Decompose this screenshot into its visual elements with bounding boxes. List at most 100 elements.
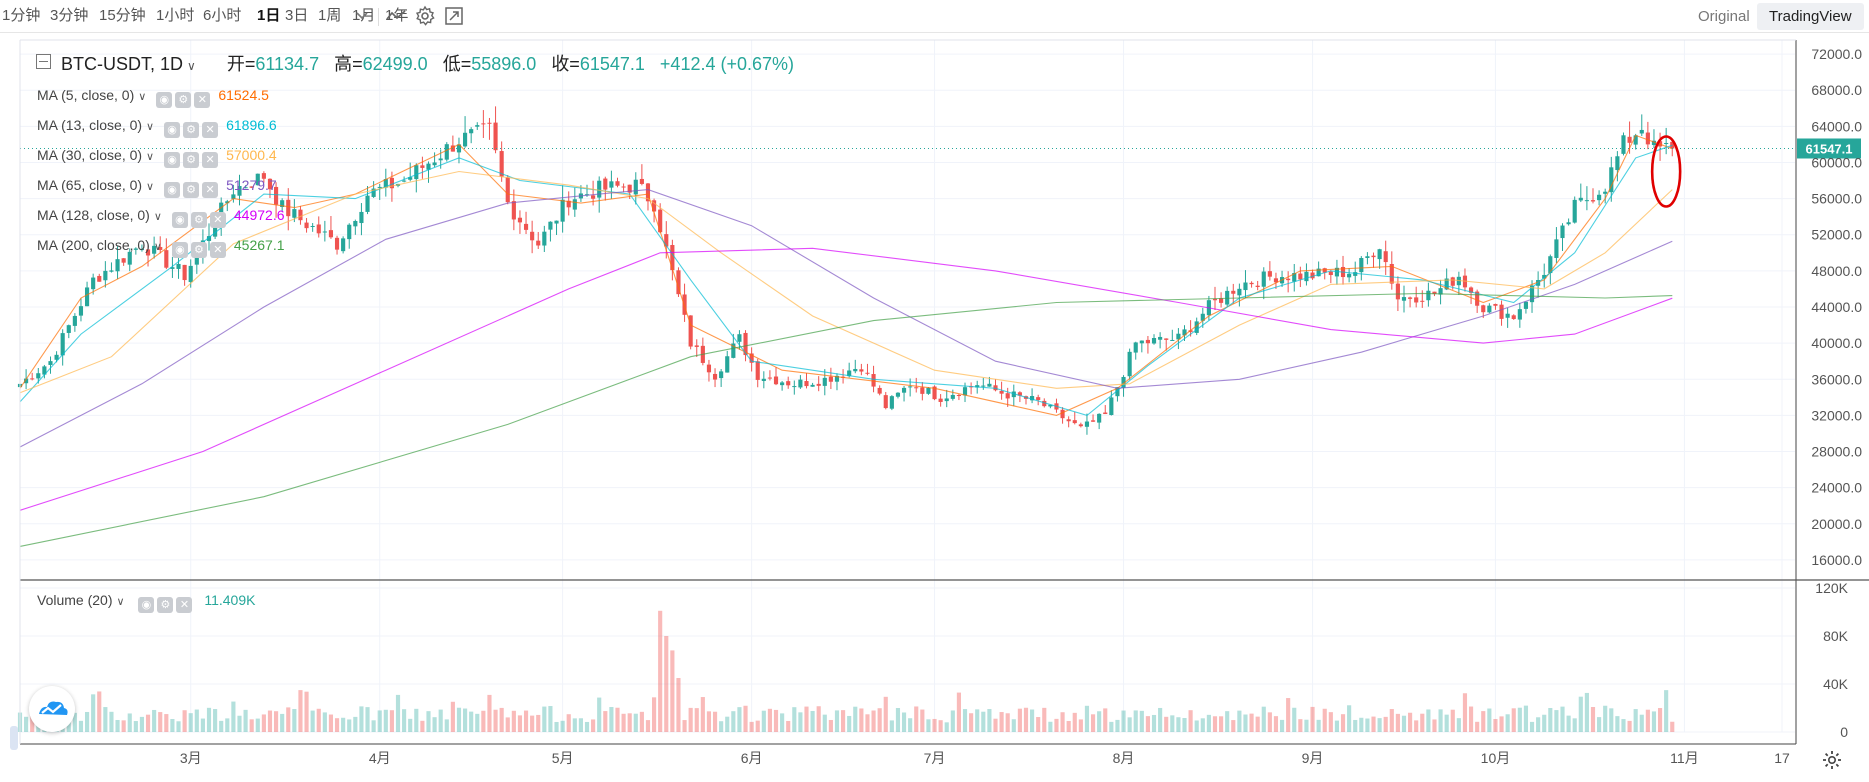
volume-bar <box>1438 709 1443 732</box>
timeframe-3[interactable]: 1小时 <box>156 7 195 24</box>
candle-body <box>54 354 59 360</box>
chevron-down-icon[interactable]: ∨ <box>138 91 147 103</box>
remove-icon[interactable]: ✕ <box>209 242 226 258</box>
chevron-down-icon[interactable]: ∨ <box>146 121 155 133</box>
timeframe-0[interactable]: 1分钟 <box>2 7 41 24</box>
candle-body <box>1212 298 1218 301</box>
candle-body <box>60 333 65 356</box>
collapse-legend-icon[interactable] <box>36 54 51 69</box>
timeframe-7[interactable]: 1周 <box>318 7 342 24</box>
visibility-icon[interactable]: ◉ <box>138 597 155 613</box>
chart-settings-gear-icon[interactable] <box>1821 749 1843 771</box>
chevron-down-icon[interactable]: ∨ <box>153 211 162 223</box>
chevron-down-icon[interactable]: ∨ <box>146 151 155 163</box>
volume-bar <box>755 720 760 732</box>
remove-icon[interactable]: ✕ <box>209 212 226 228</box>
volume-bar <box>1408 712 1413 732</box>
volume-bar <box>1030 709 1035 732</box>
chevron-down-icon[interactable]: ∨ <box>116 596 125 608</box>
candle-body <box>1420 300 1425 302</box>
timeframe-5[interactable]: 1日 <box>257 7 281 24</box>
candle-body <box>115 259 120 272</box>
time-tick-label: 6月 <box>741 750 763 766</box>
volume-bar <box>139 716 145 732</box>
visibility-icon[interactable]: ◉ <box>171 212 188 228</box>
volume-bar <box>493 709 498 732</box>
indicator-name[interactable]: MA (13, close, 0) <box>37 117 143 133</box>
indicator-name[interactable]: MA (200, close, 0) <box>37 237 150 253</box>
settings-icon[interactable]: ⚙ <box>183 182 200 198</box>
settings-icon[interactable]: ⚙ <box>183 122 200 138</box>
candle-body <box>322 231 327 233</box>
timeframe-4[interactable]: 6小时 <box>203 7 242 24</box>
volume-bar <box>1176 717 1181 732</box>
original-view-button[interactable]: Original <box>1698 8 1750 25</box>
volume-bar <box>895 708 901 732</box>
high-value: 62499.0 <box>362 54 428 74</box>
candle-body <box>30 378 35 380</box>
volume-bar <box>1048 721 1053 732</box>
chevron-down-icon[interactable]: ∨ <box>146 181 155 193</box>
settings-icon[interactable]: ⚙ <box>157 597 174 613</box>
remove-icon[interactable]: ✕ <box>202 182 219 198</box>
volume-legend-name[interactable]: Volume (20) <box>37 592 113 608</box>
indicator-name[interactable]: MA (65, close, 0) <box>37 177 143 193</box>
price-chart[interactable]: 61547.1 72000.0 68000.0 64000.0 60000.0 5600… <box>0 36 1869 782</box>
volume-bar <box>639 711 644 732</box>
candle-body <box>1231 290 1236 294</box>
scroll-handle[interactable] <box>10 726 18 750</box>
candle-body <box>1328 271 1333 276</box>
symbol-chevron-down-icon[interactable]: ∨ <box>187 59 196 73</box>
indicator-name[interactable]: MA (5, close, 0) <box>37 87 135 103</box>
candle-body <box>889 396 894 409</box>
settings-icon[interactable]: ⚙ <box>190 212 207 228</box>
candle-body <box>188 265 193 283</box>
candle-body <box>597 180 602 198</box>
volume-bar <box>816 706 821 732</box>
volume-bar <box>1578 696 1583 732</box>
remove-icon[interactable]: ✕ <box>176 597 193 613</box>
price-tick-label: 72000.0 <box>1811 46 1862 62</box>
line-chart-icon[interactable] <box>385 5 407 27</box>
visibility-icon[interactable]: ◉ <box>171 242 188 258</box>
indicator-name[interactable]: MA (30, close, 0) <box>37 147 143 163</box>
symbol-label[interactable]: BTC-USDT, 1D <box>61 54 184 74</box>
indicator-name[interactable]: MA (128, close, 0) <box>37 207 150 223</box>
remove-icon[interactable]: ✕ <box>194 92 211 108</box>
tradingview-view-button[interactable]: TradingView <box>1757 3 1864 30</box>
candle-body <box>621 186 626 188</box>
visibility-icon[interactable]: ◉ <box>164 182 181 198</box>
volume-bar <box>1078 719 1083 732</box>
tradingview-logo-icon[interactable] <box>29 686 75 732</box>
timeframe-dropdown-chevron-icon[interactable] <box>352 6 374 28</box>
volume-bar <box>1353 719 1358 732</box>
remove-icon[interactable]: ✕ <box>202 122 219 138</box>
volume-bar <box>426 711 431 732</box>
visibility-icon[interactable]: ◉ <box>164 152 181 168</box>
last-price-label: 61547.1 <box>1806 141 1853 156</box>
visibility-icon[interactable]: ◉ <box>164 122 181 138</box>
candle-body <box>1639 129 1644 134</box>
volume-bar <box>475 713 480 732</box>
volume-bar <box>1572 718 1577 732</box>
fullscreen-icon[interactable] <box>443 5 465 27</box>
gear-icon[interactable] <box>414 5 436 27</box>
volume-bar <box>1237 710 1242 732</box>
price-tick-label: 48000.0 <box>1811 263 1862 279</box>
candle-body <box>956 395 961 397</box>
volume-bar <box>1365 718 1370 732</box>
settings-icon[interactable]: ⚙ <box>175 92 192 108</box>
settings-icon[interactable]: ⚙ <box>183 152 200 168</box>
visibility-icon[interactable]: ◉ <box>156 92 173 108</box>
price-tick-label: 36000.0 <box>1811 371 1862 387</box>
timeframe-9[interactable]: 1年 <box>385 7 409 24</box>
volume-bar <box>670 650 675 732</box>
timeframe-2[interactable]: 15分钟 <box>99 7 146 24</box>
remove-icon[interactable]: ✕ <box>202 152 219 168</box>
settings-icon[interactable]: ⚙ <box>190 242 207 258</box>
timeframe-1[interactable]: 3分钟 <box>50 7 89 24</box>
timeframe-6[interactable]: 3日 <box>285 7 309 24</box>
volume-bar <box>1316 719 1321 732</box>
volume-bar <box>1322 708 1327 732</box>
chevron-down-icon[interactable]: ∨ <box>153 241 162 253</box>
